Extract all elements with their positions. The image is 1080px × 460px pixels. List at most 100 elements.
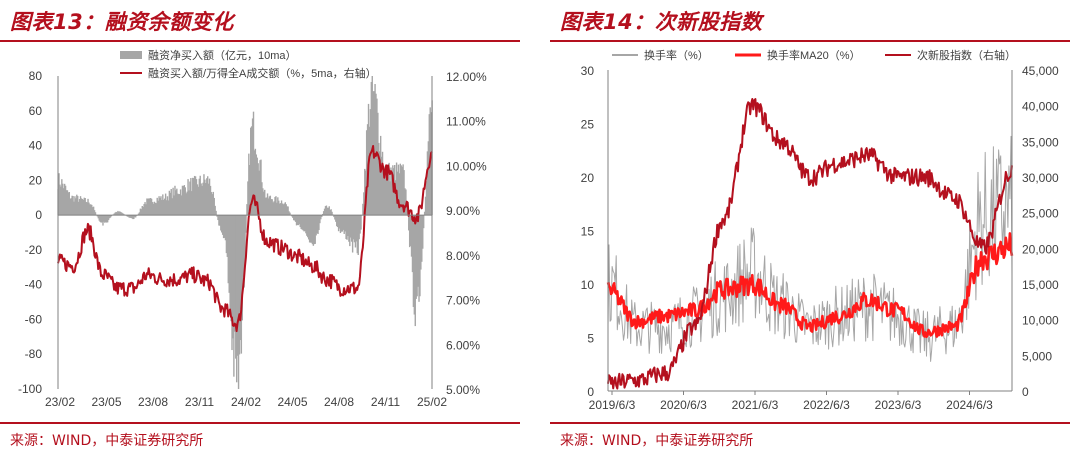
- y2-tick-label: 6.00%: [446, 338, 480, 352]
- net-buy-bar: [327, 207, 330, 216]
- y-tick-label: 0: [35, 208, 42, 222]
- y-tick-label: 80: [29, 69, 43, 83]
- net-buy-bar: [85, 201, 87, 216]
- net-buy-bar: [344, 215, 346, 232]
- net-buy-bar: [409, 215, 412, 246]
- net-buy-bar: [293, 215, 295, 221]
- y2-tick-label: 40,000: [1022, 100, 1059, 114]
- net-buy-bar: [217, 215, 219, 221]
- net-buy-bar: [426, 151, 429, 216]
- net-buy-bar: [62, 183, 64, 216]
- net-buy-bar: [357, 215, 359, 256]
- net-buy-bar: [159, 198, 161, 216]
- net-buy-bar: [229, 215, 231, 310]
- net-buy-bar: [394, 180, 397, 216]
- net-buy-bar: [223, 215, 226, 238]
- net-buy-bar: [127, 215, 129, 217]
- x-tick-label: 2019/6/3: [589, 398, 636, 412]
- net-buy-bar: [282, 204, 285, 216]
- net-buy-bar: [263, 191, 265, 216]
- x-tick-label: 23/08: [138, 395, 168, 409]
- net-buy-bar: [279, 203, 282, 216]
- net-buy-bar: [191, 191, 193, 216]
- net-buy-bar: [163, 199, 165, 216]
- net-buy-bar: [213, 197, 215, 216]
- net-buy-bar: [160, 196, 162, 216]
- y2-tick-label: 10.00%: [446, 159, 487, 173]
- net-buy-bar: [363, 192, 365, 216]
- net-buy-bar: [100, 215, 102, 223]
- net-buy-bar: [189, 181, 191, 216]
- net-buy-bar: [134, 215, 136, 218]
- chart-panel-right: 图表14：次新股指数 30 25 20 15 10 5 0 45,000 40,000 35,00…: [550, 0, 1080, 460]
- net-buy-bar: [408, 215, 411, 248]
- net-buy-bar: [257, 163, 259, 216]
- net-buy-bar: [315, 215, 317, 236]
- net-buy-bar: [212, 191, 215, 216]
- y-tick-label: -60: [25, 312, 43, 326]
- y2-tick-label: 20,000: [1022, 242, 1059, 256]
- net-buy-bar: [400, 165, 402, 216]
- net-buy-bar: [91, 204, 93, 216]
- net-buy-bar: [204, 179, 206, 216]
- chart-title-right: 图表14：次新股指数: [560, 10, 763, 34]
- net-buy-bar: [355, 215, 358, 242]
- net-buy-bar: [256, 157, 258, 216]
- net-buy-bar: [291, 215, 293, 217]
- net-buy-bar: [390, 167, 392, 216]
- y-tick-label: 15: [581, 225, 595, 239]
- net-buy-bar: [374, 84, 376, 216]
- net-buy-bar: [302, 215, 304, 231]
- net-buy-bar: [138, 212, 141, 216]
- net-buy-bar: [368, 126, 371, 216]
- chart-panel-left: 图表13：融资余额变化 80 60 40 20 0 -20 -40 -60 -80 -100 12.…: [0, 0, 530, 460]
- title-rule: [550, 40, 1070, 42]
- y-tick-label: 20: [581, 171, 595, 185]
- net-buy-bar: [316, 215, 318, 234]
- net-buy-bar: [88, 202, 90, 216]
- net-buy-bar: [140, 209, 143, 216]
- net-buy-bar: [378, 142, 380, 216]
- net-buy-bar: [424, 196, 427, 216]
- net-buy-bar: [423, 211, 426, 216]
- net-buy-bar: [215, 210, 217, 216]
- net-buy-bar: [404, 188, 406, 216]
- net-buy-bar: [77, 195, 79, 216]
- net-buy-bar: [82, 199, 85, 216]
- net-buy-bar: [264, 197, 267, 216]
- net-buy-bar: [128, 215, 130, 218]
- net-buy-bar: [353, 215, 356, 243]
- net-buy-bar: [241, 215, 243, 321]
- net-buy-bar: [86, 202, 88, 216]
- net-buy-bar: [87, 198, 89, 216]
- net-buy-bar: [266, 193, 269, 216]
- net-buy-bar: [413, 215, 416, 315]
- turnover-ma20-line: [606, 232, 1014, 339]
- net-buy-bar: [362, 203, 364, 216]
- net-buy-bar: [284, 202, 287, 216]
- net-buy-bar: [270, 199, 272, 216]
- net-buy-bar: [64, 185, 67, 216]
- net-buy-bar: [141, 206, 143, 216]
- net-buy-bar: [226, 215, 229, 257]
- y-tick-label: 40: [29, 139, 43, 153]
- net-buy-bar: [408, 215, 410, 231]
- net-buy-bar: [103, 215, 105, 222]
- net-buy-bar: [354, 215, 357, 248]
- net-buy-bar: [143, 203, 145, 216]
- y-tick-label: -20: [25, 243, 43, 257]
- net-buy-bar: [285, 204, 287, 216]
- net-buy-bar: [313, 215, 315, 245]
- net-buy-bar: [76, 194, 78, 216]
- net-buy-bar: [58, 173, 60, 216]
- net-buy-bar: [318, 215, 320, 231]
- net-buy-bar: [144, 202, 146, 216]
- net-buy-bar: [341, 215, 344, 232]
- net-buy-bar: [234, 215, 236, 332]
- net-buy-bar: [96, 215, 99, 217]
- net-buy-bar: [259, 160, 261, 216]
- net-buy-bar: [142, 206, 144, 216]
- subnew-index-line: [607, 98, 1013, 390]
- net-buy-bar: [105, 215, 107, 223]
- net-buy-bar: [110, 215, 113, 217]
